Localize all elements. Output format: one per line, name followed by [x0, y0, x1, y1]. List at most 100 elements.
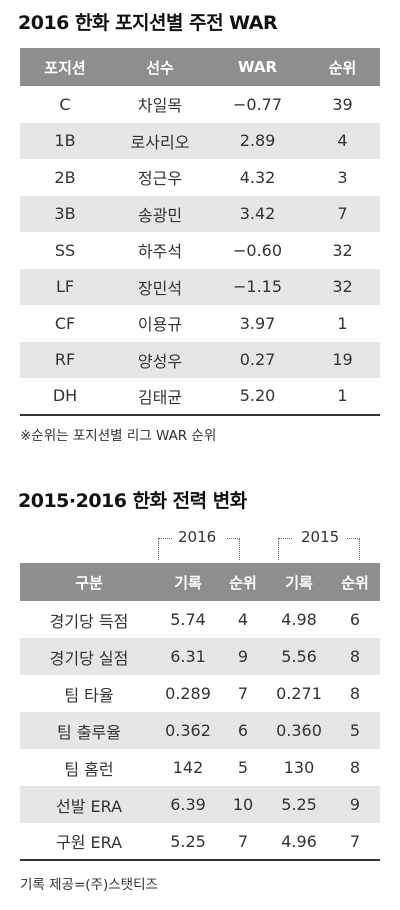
cell-player: 하주석	[137, 242, 183, 262]
cell-position: SS	[54, 240, 76, 260]
cell-record-2015: 4.96	[268, 823, 330, 861]
cell-rank-2016: 7	[218, 823, 268, 861]
cell-rank: 32	[332, 240, 353, 260]
cell-rank: 3	[337, 167, 348, 187]
cell-rank: 1	[337, 313, 348, 333]
cell-war: 5.20	[210, 378, 305, 416]
cell-war: −0.60	[232, 240, 283, 260]
war-table-title: 2016 한화 포지션별 주전 WAR	[18, 12, 278, 34]
table-row: C 차일목 −0.77 39	[20, 86, 380, 123]
cell-position: LF	[20, 268, 110, 305]
cell-rank-2015: 8	[330, 638, 380, 675]
cell-rank: 19	[305, 341, 380, 378]
cell-position: 1B	[20, 122, 110, 159]
cell-rank-2015: 7	[330, 823, 380, 861]
cell-record-2015: 130	[283, 758, 315, 777]
cell-category: 구원 ERA	[20, 823, 158, 861]
table-row: 경기당 실점 6.31 9 5.56 8	[20, 638, 380, 675]
cell-position: CF	[54, 313, 76, 333]
cell-record-2016: 5.74	[170, 610, 206, 629]
cell-war: −1.15	[210, 268, 305, 305]
cell-player: 장민석	[110, 268, 210, 305]
cell-rank-2015: 8	[349, 758, 361, 777]
header-rank: 순위	[305, 48, 380, 86]
cell-record-2016: 0.362	[158, 712, 218, 749]
cell-record-2016: 0.289	[165, 684, 211, 703]
cell-player: 송광민	[110, 195, 210, 232]
cell-category: 선발 ERA	[20, 786, 158, 823]
header-record-2016: 기록	[158, 563, 218, 601]
year-label-2016: 2016	[178, 528, 217, 546]
cell-rank-2015: 9	[330, 786, 380, 823]
cell-rank: 7	[305, 195, 380, 232]
year-bracket-2016	[158, 535, 240, 560]
cell-rank: 32	[305, 268, 380, 305]
cell-category: 경기당 실점	[20, 638, 158, 675]
table-row: 1B 로사리오 2.89 4	[20, 122, 380, 159]
cell-war: 0.27	[210, 341, 305, 378]
cell-player: 로사리오	[110, 122, 210, 159]
cell-category: 팀 타율	[64, 685, 114, 705]
cell-rank-2016: 4	[237, 610, 249, 629]
table-row: 팀 타율 0.289 7 0.271 8	[20, 675, 380, 712]
table-row: RF 양성우 0.27 19	[20, 341, 380, 378]
table-row: DH 김태균 5.20 1	[20, 378, 380, 416]
cell-position: RF	[20, 341, 110, 378]
cell-category: 경기당 득점	[49, 611, 129, 631]
table-row: 선발 ERA 6.39 10 5.25 9	[20, 786, 380, 823]
cell-position: C	[59, 94, 71, 114]
cell-war: 2.89	[210, 122, 305, 159]
team-table: 구분 기록 순위 기록 순위 경기당 득점 5.74 4 4.98 6 경기당 …	[20, 563, 380, 861]
header-record-2015: 기록	[268, 563, 330, 601]
cell-player: 정근우	[137, 169, 183, 189]
cell-war: 3.97	[239, 313, 276, 333]
cell-player: 이용규	[137, 315, 183, 335]
table-row: 경기당 득점 5.74 4 4.98 6	[20, 601, 380, 638]
header-player: 선수	[110, 48, 210, 86]
table-row: 구원 ERA 5.25 7 4.96 7	[20, 823, 380, 861]
cell-record-2015: 0.271	[276, 684, 322, 703]
cell-record-2016: 142	[172, 758, 204, 777]
cell-rank: 39	[332, 94, 353, 114]
cell-rank-2015: 8	[349, 684, 361, 703]
source-credit: 기록 제공=(주)스탯티즈	[20, 877, 158, 893]
header-position: 포지션	[20, 48, 110, 86]
war-table: 포지션 선수 WAR 순위 C 차일목 −0.77 39 1B 로사리오 2.8…	[20, 48, 380, 416]
cell-player: 김태균	[110, 378, 210, 416]
cell-position: 2B	[54, 167, 76, 187]
cell-rank: 4	[305, 122, 380, 159]
cell-record-2015: 5.56	[268, 638, 330, 675]
team-table-title: 2015·2016 한화 전력 변화	[18, 490, 247, 512]
table-row: 3B 송광민 3.42 7	[20, 195, 380, 232]
cell-record-2015: 0.360	[268, 712, 330, 749]
cell-rank: 1	[305, 378, 380, 416]
header-rank-2015: 순위	[330, 563, 380, 601]
cell-player: 양성우	[110, 341, 210, 378]
cell-record-2016: 6.39	[158, 786, 218, 823]
table-row: LF 장민석 −1.15 32	[20, 268, 380, 305]
cell-category: 팀 출루율	[20, 712, 158, 749]
cell-record-2015: 5.25	[268, 786, 330, 823]
table-row: 팀 출루율 0.362 6 0.360 5	[20, 712, 380, 749]
war-table-header: 포지션 선수 WAR 순위	[20, 48, 380, 86]
table-row: 2B 정근우 4.32 3	[20, 159, 380, 196]
year-label-2015: 2015	[301, 528, 340, 546]
header-rank-2016: 순위	[218, 563, 268, 601]
cell-war: 3.42	[210, 195, 305, 232]
cell-rank-2015: 5	[330, 712, 380, 749]
cell-rank-2015: 6	[349, 610, 361, 629]
team-table-header: 구분 기록 순위 기록 순위	[20, 563, 380, 601]
header-category: 구분	[20, 563, 158, 601]
cell-record-2016: 5.25	[158, 823, 218, 861]
war-table-note: ※순위는 포지션별 리그 WAR 순위	[20, 428, 217, 444]
cell-rank-2016: 6	[218, 712, 268, 749]
cell-record-2016: 6.31	[158, 638, 218, 675]
table-row: CF 이용규 3.97 1	[20, 305, 380, 342]
cell-player: 차일목	[137, 96, 183, 116]
cell-category: 팀 홈런	[64, 759, 114, 779]
cell-war: 4.32	[239, 167, 276, 187]
cell-record-2015: 4.98	[281, 610, 317, 629]
cell-position: DH	[20, 378, 110, 416]
header-war: WAR	[210, 48, 305, 86]
year-bracket-2015	[278, 535, 360, 560]
